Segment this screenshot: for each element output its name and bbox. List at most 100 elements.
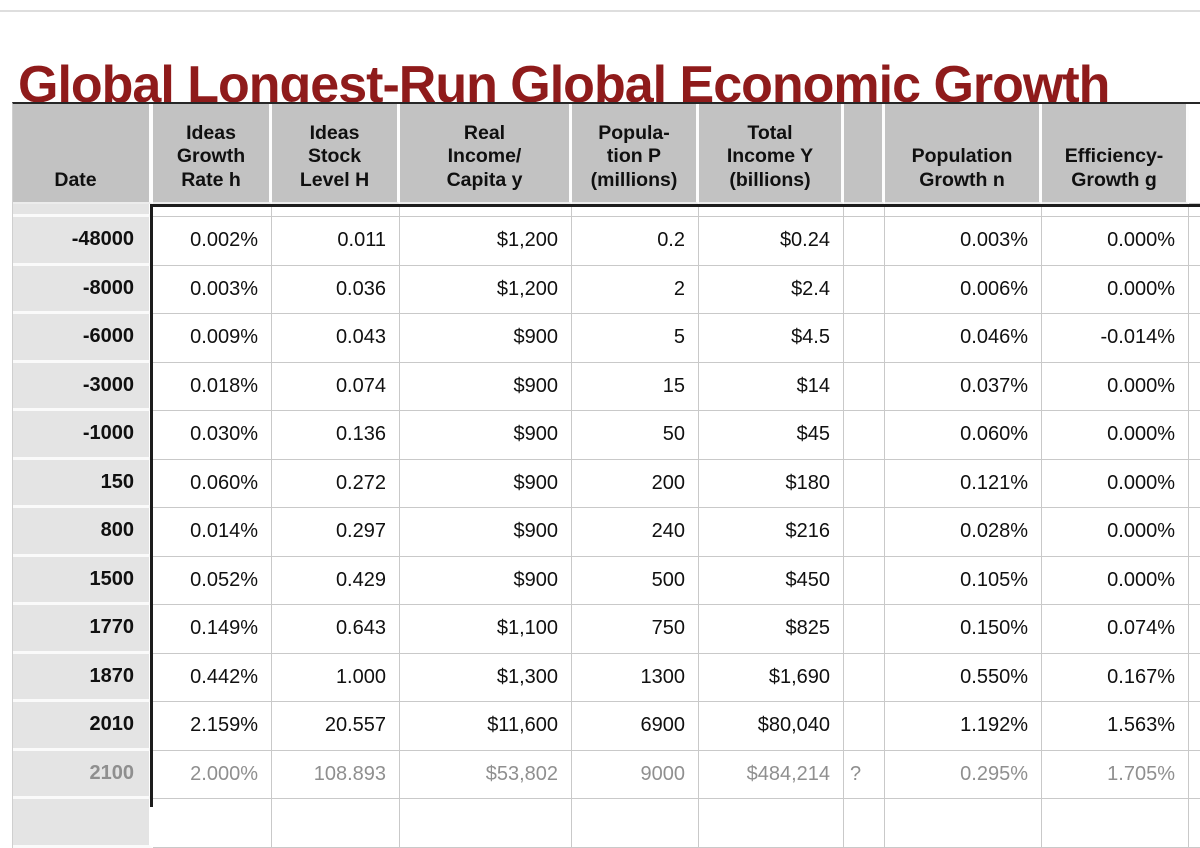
cell-flag[interactable]: ? (844, 750, 885, 799)
cell-total_Y[interactable]: $45 (699, 411, 844, 460)
cell-stock_H[interactable]: 0.272 (272, 459, 400, 508)
column-header-date[interactable]: Date (13, 104, 153, 204)
cell-flag[interactable] (844, 556, 885, 605)
cell-growth_g[interactable]: 0.000% (1042, 556, 1189, 605)
cell-rate_h[interactable]: 0.052% (153, 556, 272, 605)
cell-pop_P[interactable]: 1300 (572, 653, 699, 702)
cell-growth_g[interactable]: 1.705% (1042, 750, 1189, 799)
cell-income_y[interactable]: $900 (400, 411, 572, 460)
cell-growth_n[interactable]: 0.105% (885, 556, 1042, 605)
cell-rate_h[interactable] (153, 799, 272, 848)
cell-growth_n[interactable] (885, 799, 1042, 848)
cell-stock_H[interactable]: 0.136 (272, 411, 400, 460)
cell-stock_H[interactable]: 1.000 (272, 653, 400, 702)
cell-growth_n[interactable]: 0.037% (885, 362, 1042, 411)
cell-pop_P[interactable]: 240 (572, 508, 699, 557)
cell-total_Y[interactable]: $825 (699, 605, 844, 654)
cell-pop_P[interactable]: 200 (572, 459, 699, 508)
cell-flag[interactable] (844, 605, 885, 654)
cell-growth_g[interactable]: 0.000% (1042, 508, 1189, 557)
cell-rate_h[interactable]: 0.149% (153, 605, 272, 654)
cell-income_y[interactable]: $11,600 (400, 702, 572, 751)
cell-income_y[interactable]: $900 (400, 362, 572, 411)
cell-stock_H[interactable]: 0.643 (272, 605, 400, 654)
column-header-extra[interactable] (1189, 104, 1200, 204)
cell-growth_g[interactable]: 0.167% (1042, 653, 1189, 702)
cell-date[interactable]: -48000 (13, 217, 153, 266)
cell-date[interactable]: 150 (13, 459, 153, 508)
cell-growth_n[interactable]: 0.060% (885, 411, 1042, 460)
cell-income_y[interactable]: $1,100 (400, 605, 572, 654)
cell-flag[interactable] (844, 314, 885, 363)
cell-flag[interactable] (844, 799, 885, 848)
cell-stock_H[interactable]: 20.557 (272, 702, 400, 751)
cell-stock_H[interactable]: 0.043 (272, 314, 400, 363)
cell-rate_h[interactable]: 2.159% (153, 702, 272, 751)
cell-extra[interactable] (1189, 702, 1200, 751)
cell-income_y[interactable]: $900 (400, 314, 572, 363)
cell-growth_n[interactable]: 1.192% (885, 702, 1042, 751)
cell-rate_h[interactable]: 0.442% (153, 653, 272, 702)
cell-total_Y[interactable]: $80,040 (699, 702, 844, 751)
cell-income_y[interactable]: $900 (400, 556, 572, 605)
cell-pop_P[interactable]: 15 (572, 362, 699, 411)
cell-growth_g[interactable]: 0.000% (1042, 265, 1189, 314)
cell-extra[interactable] (1189, 411, 1200, 460)
cell-rate_h[interactable]: 2.000% (153, 750, 272, 799)
cell-pop_P[interactable] (572, 799, 699, 848)
column-header-rate_h[interactable]: Ideas Growth Rate h (153, 104, 272, 204)
cell-rate_h[interactable]: 0.009% (153, 314, 272, 363)
cell-extra[interactable] (1189, 799, 1200, 848)
cell-date[interactable]: 1770 (13, 605, 153, 654)
cell-stock_H[interactable]: 0.074 (272, 362, 400, 411)
cell-growth_n[interactable]: 0.003% (885, 217, 1042, 266)
cell-total_Y[interactable]: $1,690 (699, 653, 844, 702)
cell-growth_n[interactable]: 0.028% (885, 508, 1042, 557)
cell-total_Y[interactable]: $484,214 (699, 750, 844, 799)
cell-extra[interactable] (1189, 314, 1200, 363)
cell-rate_h[interactable]: 0.014% (153, 508, 272, 557)
column-header-growth_g[interactable]: Efficiency- Growth g (1042, 104, 1189, 204)
cell-growth_n[interactable]: 0.046% (885, 314, 1042, 363)
cell-pop_P[interactable]: 6900 (572, 702, 699, 751)
cell-growth_g[interactable]: 1.563% (1042, 702, 1189, 751)
cell-stock_H[interactable]: 0.297 (272, 508, 400, 557)
cell-growth_n[interactable]: 0.550% (885, 653, 1042, 702)
cell-extra[interactable] (1189, 750, 1200, 799)
cell-stock_H[interactable] (272, 799, 400, 848)
cell-pop_P[interactable]: 500 (572, 556, 699, 605)
cell-growth_n[interactable]: 0.006% (885, 265, 1042, 314)
cell-growth_g[interactable]: 0.000% (1042, 411, 1189, 460)
cell-growth_g[interactable]: 0.000% (1042, 217, 1189, 266)
cell-date[interactable]: -8000 (13, 265, 153, 314)
cell-flag[interactable] (844, 459, 885, 508)
cell-rate_h[interactable]: 0.060% (153, 459, 272, 508)
cell-total_Y[interactable]: $180 (699, 459, 844, 508)
cell-flag[interactable] (844, 411, 885, 460)
cell-pop_P[interactable]: 5 (572, 314, 699, 363)
cell-extra[interactable] (1189, 459, 1200, 508)
cell-growth_n[interactable]: 0.150% (885, 605, 1042, 654)
column-header-pop_P[interactable]: Popula- tion P (millions) (572, 104, 699, 204)
cell-extra[interactable] (1189, 217, 1200, 266)
cell-flag[interactable] (844, 702, 885, 751)
cell-stock_H[interactable]: 108.893 (272, 750, 400, 799)
cell-extra[interactable] (1189, 362, 1200, 411)
column-header-growth_n[interactable]: Population Growth n (885, 104, 1042, 204)
cell-total_Y[interactable]: $2.4 (699, 265, 844, 314)
cell-date[interactable] (13, 799, 153, 848)
cell-growth_g[interactable]: 0.074% (1042, 605, 1189, 654)
cell-total_Y[interactable]: $4.5 (699, 314, 844, 363)
cell-extra[interactable] (1189, 653, 1200, 702)
cell-rate_h[interactable]: 0.030% (153, 411, 272, 460)
column-header-stock_H[interactable]: Ideas Stock Level H (272, 104, 400, 204)
cell-rate_h[interactable]: 0.018% (153, 362, 272, 411)
cell-pop_P[interactable]: 9000 (572, 750, 699, 799)
cell-date[interactable]: 2100 (13, 750, 153, 799)
cell-date[interactable]: 1500 (13, 556, 153, 605)
cell-flag[interactable] (844, 265, 885, 314)
column-header-flag[interactable] (844, 104, 885, 204)
cell-growth_g[interactable]: 0.000% (1042, 362, 1189, 411)
cell-income_y[interactable]: $900 (400, 459, 572, 508)
cell-stock_H[interactable]: 0.011 (272, 217, 400, 266)
